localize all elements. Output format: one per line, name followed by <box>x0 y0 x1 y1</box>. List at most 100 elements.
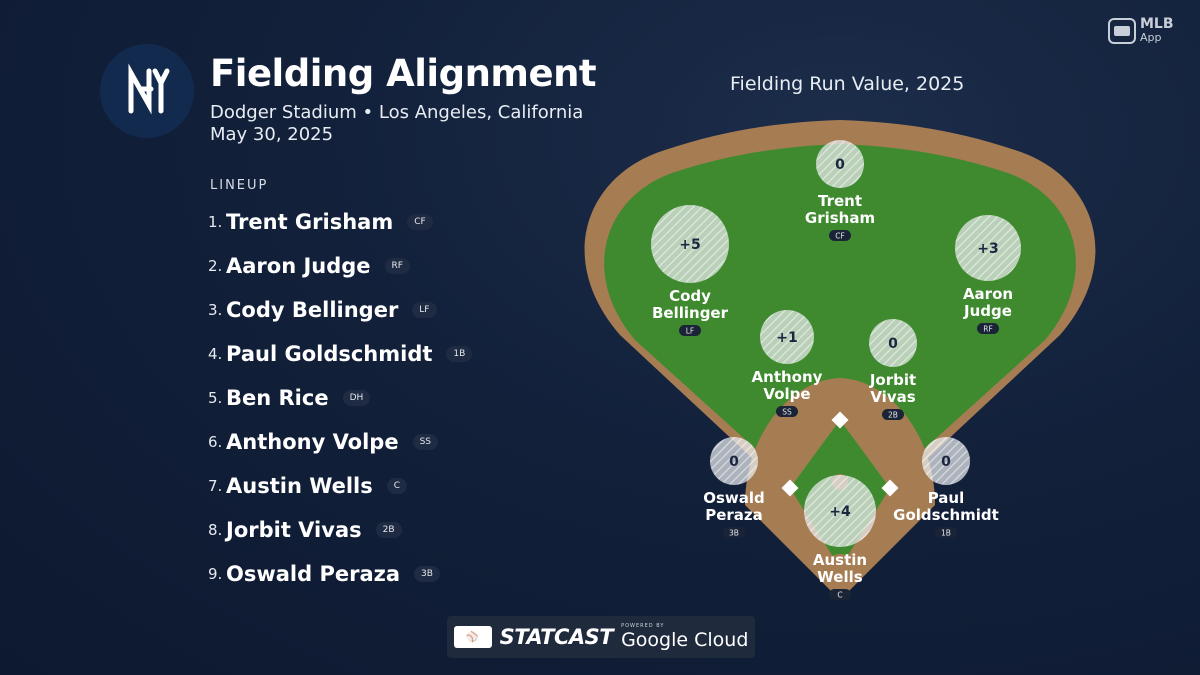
fielder-last-name: Judge <box>963 302 1012 320</box>
position-badge: 3B <box>414 566 440 582</box>
frv-bubble <box>710 437 758 485</box>
frv-bubble <box>804 475 876 547</box>
frv-bubble <box>922 437 970 485</box>
frv-bubble <box>760 310 814 364</box>
fielder-pos-badge: 2B <box>888 411 898 420</box>
fielder-last-name: Bellinger <box>652 304 729 322</box>
venue-text: Dodger Stadium • Los Angeles, California <box>210 102 584 123</box>
fielder-pos-badge-bg <box>723 527 745 538</box>
fielder-pos-badge: 3B <box>729 529 739 538</box>
fielder-pos-badge: CF <box>835 232 845 241</box>
lineup-heading: LINEUP <box>210 178 269 193</box>
frv-value: 0 <box>941 454 951 470</box>
statcast-wordmark: STATCAST <box>499 625 614 649</box>
player-name: Oswald Peraza <box>226 562 401 586</box>
fielder-first-name: Jorbit <box>869 371 916 389</box>
game-date: May 30, 2025 <box>210 124 334 145</box>
home-plate-area <box>824 554 856 586</box>
lineup-item: 5. Ben Rice DH <box>208 376 472 420</box>
fielder-pos-badge-bg <box>977 323 999 334</box>
fielder-pos-badge-bg <box>829 589 851 600</box>
lineup-item: 6. Anthony Volpe SS <box>208 420 472 464</box>
player-name: Aaron Judge <box>226 254 371 278</box>
yankees-ny-logo-icon <box>128 63 170 115</box>
player-name: Ben Rice <box>226 386 329 410</box>
fielder-pos-badge: C <box>837 591 842 600</box>
statcast-banner: ⚾ STATCAST POWERED BY Google Cloud <box>447 616 755 658</box>
position-badge: LF <box>412 302 437 318</box>
batting-order: 6. <box>208 433 223 451</box>
batting-order: 7. <box>208 477 223 495</box>
batting-order: 5. <box>208 389 223 407</box>
field-title: Fielding Run Value, 2025 <box>730 73 965 95</box>
fielder-pos-badge-bg <box>776 406 798 417</box>
fielder-pos-badge-bg <box>935 527 957 538</box>
batting-order: 3. <box>208 301 223 319</box>
fielder-pos-badge: 1B <box>941 529 951 538</box>
first-base <box>881 479 899 497</box>
mlb-app-icon <box>1108 18 1136 44</box>
fielder-pos-badge-bg <box>829 230 851 241</box>
position-badge: RF <box>384 258 410 274</box>
frv-bubble <box>816 140 864 188</box>
lineup-item: 8. Jorbit Vivas 2B <box>208 508 472 552</box>
fielder-pos-badge-bg <box>882 409 904 420</box>
fielder-last-name: Vivas <box>870 388 915 406</box>
mlb-app-badge: MLB App <box>1108 17 1174 44</box>
batting-order: 2. <box>208 257 223 275</box>
fielder-last-name: Volpe <box>763 385 810 403</box>
frv-value: 0 <box>729 454 739 470</box>
powered-by-text: POWERED BY <box>621 623 665 629</box>
lineup-item: 3. Cody Bellinger LF <box>208 288 472 332</box>
frv-value: +3 <box>977 241 998 257</box>
frv-value: 0 <box>888 336 898 352</box>
mlb-app-line2: App <box>1140 31 1162 44</box>
position-badge: 2B <box>375 522 402 538</box>
batting-order: 9. <box>208 565 223 583</box>
fielder-last-name: Peraza <box>705 506 763 524</box>
player-name: Austin Wells <box>226 474 373 498</box>
frv-value: +4 <box>829 504 851 520</box>
fielder-pos-badge: SS <box>782 408 792 417</box>
frv-bubble <box>955 215 1021 281</box>
player-name: Paul Goldschmidt <box>226 342 433 366</box>
mlb-logo-icon: ⚾ <box>453 626 492 648</box>
frv-value: +1 <box>776 330 797 346</box>
lineup-item: 4. Paul Goldschmidt 1B <box>208 332 473 376</box>
player-name: Trent Grisham <box>226 210 394 234</box>
player-name: Cody Bellinger <box>226 298 399 322</box>
position-badge: DH <box>342 390 371 406</box>
fielder-last-name: Grisham <box>805 209 875 227</box>
player-name: Jorbit Vivas <box>226 518 362 542</box>
page-title: Fielding Alignment <box>210 52 597 95</box>
batting-order: 1. <box>208 213 223 231</box>
fielder-last-name: Wells <box>817 568 862 586</box>
fielder-last-name: Goldschmidt <box>893 506 999 524</box>
position-badge: CF <box>407 214 433 230</box>
fielder-pos-badge: LF <box>686 327 695 336</box>
fielder-first-name: Trent <box>818 192 862 210</box>
frv-bubble <box>651 205 729 283</box>
fielder-first-name: Aaron <box>963 285 1013 303</box>
frv-value: 0 <box>835 157 845 173</box>
fielder-first-name: Austin <box>813 551 867 569</box>
position-badge: SS <box>412 434 439 450</box>
lineup-list: 1. Trent Grisham CF 2. Aaron Judge RF 3. Cody… <box>208 200 473 596</box>
player-name: Anthony Volpe <box>226 430 399 454</box>
position-badge: C <box>386 478 408 494</box>
fielder-first-name: Cody <box>669 287 711 305</box>
lineup-item: 2. Aaron Judge RF <box>208 244 472 288</box>
google-cloud-wordmark: Google Cloud <box>621 629 749 651</box>
batting-order: 8. <box>208 521 223 539</box>
team-logo <box>100 44 194 138</box>
lineup-item: 9. Oswald Peraza 3B <box>208 552 472 596</box>
